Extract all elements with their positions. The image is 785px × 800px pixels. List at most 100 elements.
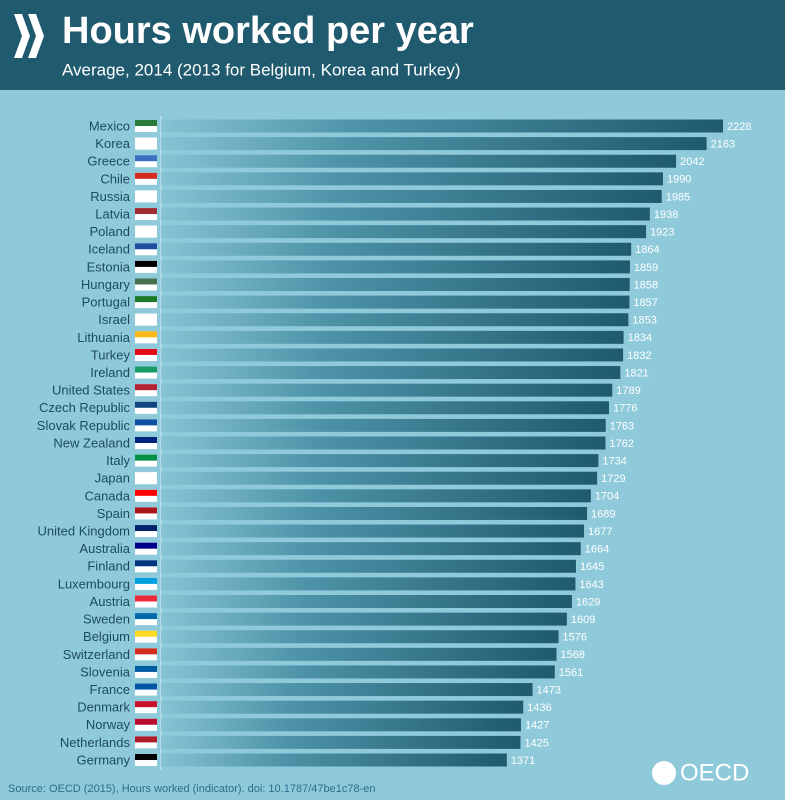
flag-stripe <box>135 190 157 197</box>
flag-stripe <box>135 419 157 426</box>
value-label: 1729 <box>601 473 625 485</box>
flag-stripe <box>135 718 157 725</box>
category-label: Lithuania <box>77 330 131 345</box>
category-label: Germany <box>77 752 131 767</box>
category-label: Ireland <box>90 365 130 380</box>
value-label: 1864 <box>635 244 659 256</box>
flag-stripe <box>135 278 157 285</box>
flag-stripe <box>135 260 157 267</box>
category-label: United Kingdom <box>38 523 131 538</box>
category-label: Iceland <box>88 242 130 257</box>
value-label: 1643 <box>579 579 603 591</box>
value-label: 1990 <box>667 174 691 186</box>
source-note: Source: OECD (2015), Hours worked (indic… <box>8 783 375 795</box>
category-label: Chile <box>100 171 130 186</box>
flag-stripe <box>135 754 157 760</box>
category-label: Japan <box>95 471 130 486</box>
value-label: 1677 <box>588 526 612 538</box>
header <box>0 0 785 90</box>
value-label: 2163 <box>711 139 735 151</box>
value-label: 1734 <box>602 456 626 468</box>
category-label: Greece <box>87 154 130 169</box>
bar <box>161 330 624 344</box>
value-label: 1821 <box>624 367 648 379</box>
value-label: 1859 <box>634 262 658 274</box>
value-label: 1629 <box>576 596 600 608</box>
value-label: 2228 <box>727 121 751 133</box>
bar <box>161 454 599 468</box>
category-label: Canada <box>84 488 130 503</box>
flag-stripe <box>135 454 157 461</box>
flag-stripe <box>135 701 157 708</box>
flag-stripe <box>135 137 157 144</box>
bar <box>161 313 629 327</box>
category-label: Portugal <box>82 295 131 310</box>
bar <box>161 630 559 644</box>
bar <box>161 506 588 520</box>
bar <box>161 154 677 168</box>
category-label: Switzerland <box>63 647 130 662</box>
category-label: Hungary <box>81 277 131 292</box>
category-label: Spain <box>97 506 130 521</box>
category-label: Estonia <box>87 259 131 274</box>
value-label: 1645 <box>580 561 604 573</box>
category-label: France <box>90 682 130 697</box>
bar <box>161 718 521 732</box>
value-label: 1762 <box>609 438 633 450</box>
bar <box>161 489 591 503</box>
bar <box>161 278 630 291</box>
category-label: Sweden <box>83 612 130 627</box>
category-label: Slovak Republic <box>37 418 131 433</box>
bar <box>161 366 621 380</box>
flag-stripe <box>135 437 157 443</box>
value-label: 1858 <box>634 279 658 291</box>
flag-stripe <box>135 648 157 655</box>
logo-mark <box>652 761 676 785</box>
bar <box>161 383 613 397</box>
bar <box>161 559 576 573</box>
category-label: Slovenia <box>80 664 131 679</box>
category-label: Denmark <box>77 700 130 715</box>
value-label: 1985 <box>666 191 690 203</box>
bar <box>161 207 650 221</box>
flag-stripe <box>135 155 157 162</box>
category-label: New Zealand <box>53 435 130 450</box>
flag-stripe <box>135 683 157 690</box>
bar <box>161 471 598 485</box>
flag-stripe <box>135 384 157 391</box>
flag-stripe <box>135 665 157 672</box>
value-label: 1568 <box>561 649 585 661</box>
bar <box>161 524 585 538</box>
bar <box>161 119 723 133</box>
value-label: 2042 <box>680 156 704 168</box>
value-label: 1561 <box>559 667 583 679</box>
flag-stripe <box>135 172 157 179</box>
bar <box>161 172 663 186</box>
bar <box>161 595 572 608</box>
bar <box>161 348 624 362</box>
category-label: Norway <box>86 717 131 732</box>
flag-stripe <box>135 401 157 408</box>
bar <box>161 225 647 239</box>
value-label: 1704 <box>595 491 619 503</box>
category-label: Latvia <box>95 206 130 221</box>
value-label: 1436 <box>527 702 551 714</box>
category-label: United States <box>52 383 131 398</box>
value-label: 1371 <box>511 755 535 767</box>
category-label: Netherlands <box>60 735 131 750</box>
bar <box>161 189 662 203</box>
flag-stripe <box>135 736 157 743</box>
category-label: Turkey <box>91 347 131 362</box>
category-label: Israel <box>98 312 130 327</box>
category-label: Luxembourg <box>58 576 130 591</box>
bar <box>161 542 581 556</box>
value-label: 1834 <box>628 332 652 344</box>
value-label: 1776 <box>613 403 637 415</box>
flag-stripe <box>135 331 157 338</box>
flag-stripe <box>135 595 157 602</box>
value-label: 1763 <box>610 420 634 432</box>
value-label: 1576 <box>563 632 587 644</box>
bar <box>161 401 609 415</box>
bar <box>161 418 606 432</box>
